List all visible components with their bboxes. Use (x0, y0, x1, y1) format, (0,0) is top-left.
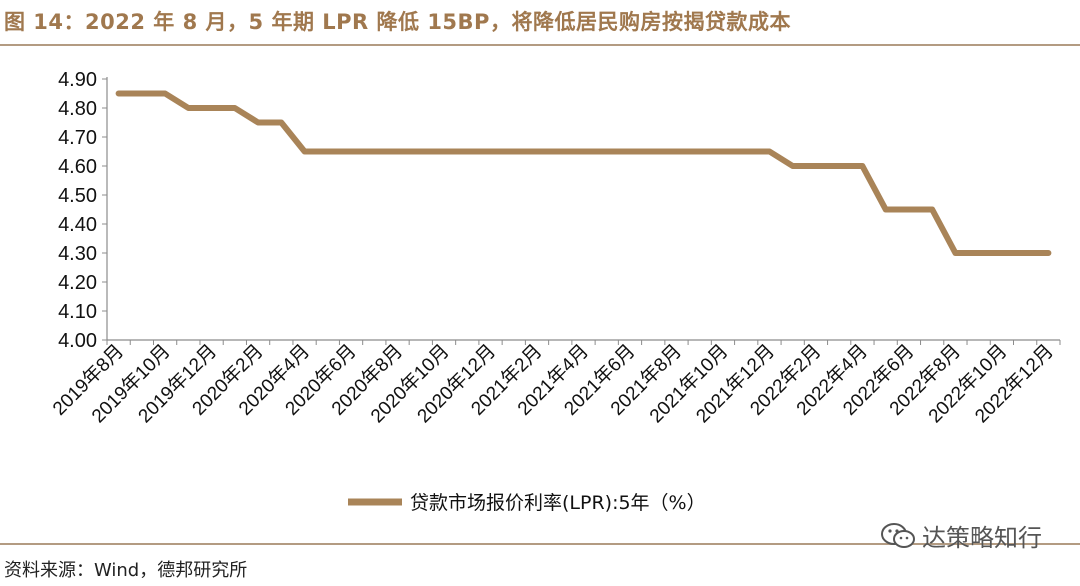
top-divider (0, 44, 1080, 46)
y-tick-label: 4.40 (58, 214, 97, 236)
chart-legend: 贷款市场报价利率(LPR):5年（%） (348, 492, 706, 514)
y-tick-label: 4.60 (58, 156, 97, 178)
y-tick-label: 4.30 (58, 243, 97, 265)
chart-title: 图 14：2022 年 8 月，5 年期 LPR 降低 15BP，将降低居民购房… (4, 10, 791, 34)
y-tick-label: 4.80 (58, 98, 97, 120)
y-tick-label: 4.50 (58, 185, 97, 207)
wechat-icon (881, 522, 915, 548)
y-tick-label: 4.00 (58, 330, 97, 352)
y-tick-label: 4.90 (58, 69, 97, 91)
watermark: 达策略知行 (880, 518, 1042, 553)
chart-series (115, 90, 1052, 256)
y-tick-label: 4.10 (58, 301, 97, 323)
bottom-divider (0, 543, 1080, 545)
line-chart: 4.90 4.80 4.70 4.60 4.50 4.40 4.30 4.20 4.10 4.00… (48, 69, 1061, 514)
y-axis-ticks: 4.90 4.80 4.70 4.60 4.50 4.40 4.30 4.20 4.10 4.00 (58, 69, 107, 352)
series-line-lpr-5y (115, 90, 1052, 256)
x-axis-ticks: 2019年8月2019年10月2019年12月2020年2月2020年4月202… (48, 340, 1061, 427)
chart-axes (106, 77, 1060, 341)
watermark-text: 达策略知行 (922, 524, 1042, 552)
legend-label: 贷款市场报价利率(LPR):5年（%） (410, 492, 706, 514)
y-tick-label: 4.70 (58, 127, 97, 149)
y-tick-label: 4.20 (58, 272, 97, 294)
source-note: 资料来源：Wind，德邦研究所 (4, 560, 248, 581)
